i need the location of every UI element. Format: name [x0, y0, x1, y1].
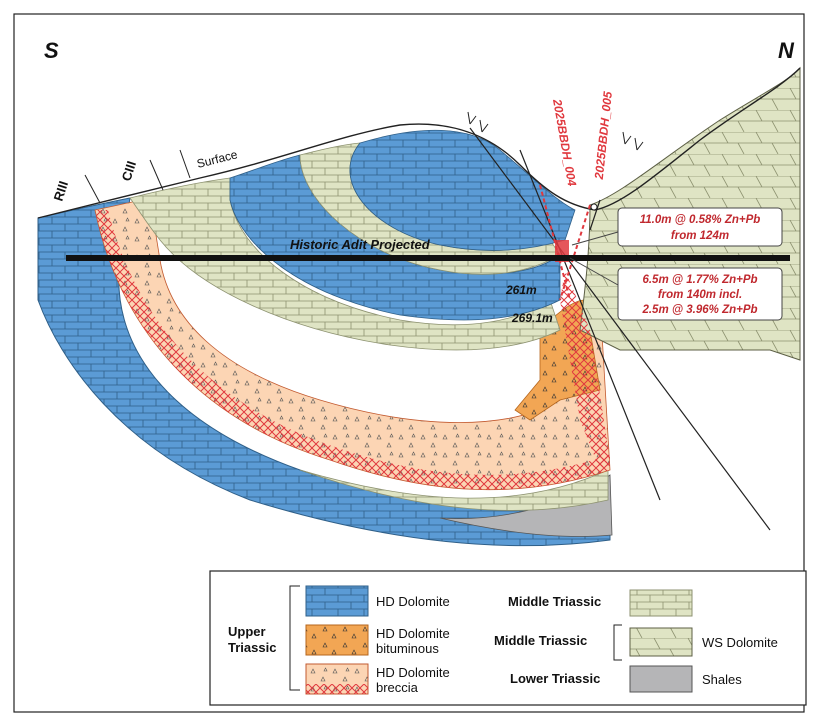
depth-label-261: 261m	[505, 283, 537, 297]
legend-label-breccia-2: breccia	[376, 680, 419, 695]
surface-label: Surface	[195, 147, 239, 171]
legend-lower-triassic: Lower Triassic	[510, 671, 600, 686]
legend-label-shales: Shales	[702, 672, 742, 687]
south-label: S	[44, 38, 59, 63]
figure-border	[13, 13, 805, 713]
legend-swatch-shales	[629, 665, 693, 693]
unit-label-c3: CIII	[119, 159, 140, 183]
legend-bracket-upper	[289, 585, 300, 691]
callout-1-line-2: from 124m	[671, 230, 729, 242]
boundary-tick-r3	[84, 174, 101, 204]
legend-swatch-breccia-hatch	[306, 684, 368, 694]
legend-upper-triassic-1: Upper	[228, 624, 266, 639]
legend-upper-triassic-2: Triassic	[228, 640, 276, 655]
boundary-tick-surface	[179, 149, 191, 179]
north-label: N	[778, 38, 795, 63]
legend-swatch-middle-triassic	[629, 589, 693, 617]
fault-arrows	[467, 111, 644, 151]
surface-profile	[37, 67, 801, 219]
legend-bracket-middle	[613, 624, 622, 661]
legend-label-bituminous-2: bituminous	[376, 641, 439, 656]
intercept-callout-1: 11.0m @ 0.58% Zn+Pb from 124m	[571, 207, 783, 247]
drillhole-traces	[539, 184, 610, 470]
callout-1-line-1: 11.0m @ 0.58% Zn+Pb	[640, 214, 761, 226]
boundary-tick-c3	[149, 159, 164, 191]
legend-swatch-bituminous	[305, 624, 369, 656]
unit-label-r3: RIII	[51, 179, 72, 203]
legend-middle-triassic-2: Middle Triassic	[494, 633, 587, 648]
drillhole-label-005: 2025BBDH_005	[592, 91, 615, 181]
fault-lines	[469, 127, 771, 531]
legend-swatch-hd-dolomite	[305, 585, 369, 617]
callout-2-line-2: from 140m incl.	[658, 289, 742, 301]
legend: Upper Triassic HD Dolomite HD Dolomite b…	[209, 570, 807, 706]
callout-2-line-1: 6.5m @ 1.77% Zn+Pb	[642, 274, 757, 286]
depth-label-269: 269.1m	[511, 311, 553, 325]
callout-2-line-3: 2.5m @ 3.96% Zn+Pb	[641, 304, 757, 316]
drillhole-label-004: 2025BBDH_004	[550, 97, 579, 187]
legend-swatch-ws-dolomite	[629, 627, 693, 657]
intercept-callout-2: 6.5m @ 1.77% Zn+Pb from 140m incl. 2.5m …	[569, 257, 783, 321]
shales-layer	[439, 474, 613, 537]
legend-label-bituminous-1: HD Dolomite	[376, 626, 450, 641]
legend-label-breccia-1: HD Dolomite	[376, 665, 450, 680]
adit-label: Historic Adit Projected	[290, 237, 431, 252]
legend-label-ws-dolomite: WS Dolomite	[702, 635, 778, 650]
legend-label-hd-dolomite: HD Dolomite	[376, 594, 450, 609]
legend-middle-triassic-1: Middle Triassic	[508, 594, 601, 609]
middle-triassic-lower-band	[299, 469, 609, 511]
